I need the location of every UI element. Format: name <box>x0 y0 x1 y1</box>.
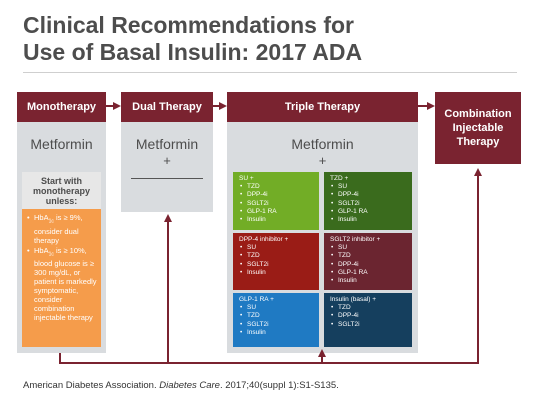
title-line-2: Use of Basal Insulin: 2017 ADA <box>23 39 363 65</box>
title-divider <box>23 72 517 73</box>
exception-item: HbA1c is ≥ 9%, consider dual therapy <box>27 213 97 245</box>
dual-therapy-header: Dual Therapy <box>121 92 213 122</box>
cell-header: SGLT2 inhibitor + <box>330 236 381 243</box>
citation: American Diabetes Association. Diabetes … <box>23 380 339 391</box>
monotherapy-drug: Metformin <box>30 136 93 152</box>
combination-injectable-label: Combination Injectable Therapy <box>444 108 512 148</box>
page-title: Clinical Recommendations for Use of Basa… <box>23 12 503 66</box>
exception-item: HbA1c is ≥ 10%, blood glucose is ≥ 300 m… <box>27 246 97 323</box>
monotherapy-exceptions: HbA1c is ≥ 9%, consider dual therapy HbA… <box>22 209 101 347</box>
cell-header: GLP-1 RA + <box>239 296 274 303</box>
triple-cell-glp1: GLP-1 RA + SUTZDSGLT2iInsulin <box>233 293 319 347</box>
cell-header: DPP-4 inhibitor + <box>239 236 289 243</box>
cell-header: Insulin (basal) + <box>330 296 377 303</box>
triple-cell-sglt2: SGLT2 inhibitor + SUTZDDPP-4iGLP-1 RAIns… <box>324 233 412 290</box>
title-line-1: Clinical Recommendations for <box>23 12 355 38</box>
triple-cell-su: SU + TZDDPP-4iSGLT2iGLP-1 RAInsulin <box>233 172 319 230</box>
dual-therapy-blank-line <box>131 178 203 179</box>
start-monotherapy-box: Start with monotherapy unless: <box>22 172 101 209</box>
start-line-1: Start with <box>40 176 82 186</box>
dual-therapy-plus: + <box>163 153 171 168</box>
start-line-3: unless: <box>45 196 78 206</box>
dual-therapy-drug: Metformin <box>135 136 199 152</box>
monotherapy-header: Monotherapy <box>17 92 106 122</box>
bottom-connector <box>59 168 482 364</box>
triple-cell-dpp4: DPP-4 inhibitor + SUTZDSGLT2iInsulin <box>233 233 319 290</box>
triple-cell-insulin-basal: Insulin (basal) + TZDDPP-4iSGLT2i <box>324 293 412 347</box>
cell-header: SU + <box>239 175 254 182</box>
triple-therapy-drug: Metformin <box>291 136 354 152</box>
triple-cell-tzd: TZD + SUDPP-4iSGLT2iGLP-1 RAInsulin <box>324 172 412 230</box>
start-line-2: monotherapy <box>32 186 90 196</box>
cell-header: TZD + <box>330 175 349 182</box>
triple-therapy-plus: + <box>318 153 327 168</box>
triple-therapy-header: Triple Therapy <box>227 92 418 122</box>
combination-injectable-header: Combination Injectable Therapy <box>435 92 521 164</box>
